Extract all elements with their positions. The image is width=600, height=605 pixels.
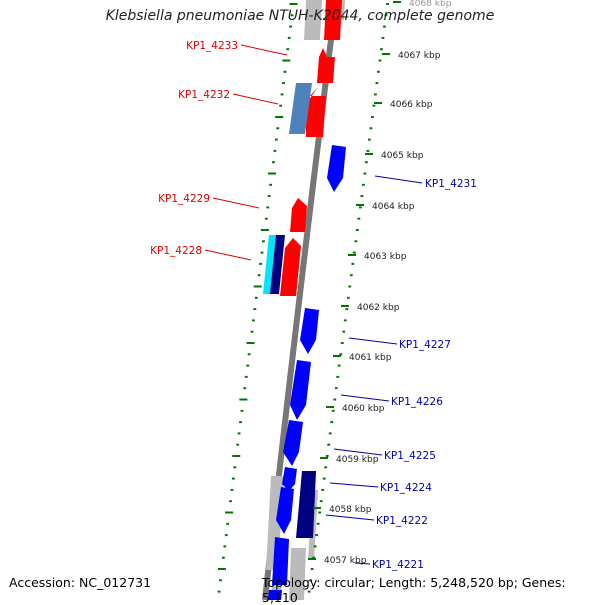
kbp-tick-labels: 4068 kbp 4067 kbp 4066 kbp 4065 kbp 4064 kbp… xyxy=(308,0,452,566)
other-genes xyxy=(263,83,316,538)
gene-label-leader xyxy=(204,249,252,261)
gene-label-kp1-4233[interactable]: KP1_4233 xyxy=(186,40,238,52)
kbp-tick-label: 4067 kbp xyxy=(398,51,441,61)
kbp-tick-label: 4066 kbp xyxy=(390,100,433,110)
gray-gene-block xyxy=(289,548,306,600)
kbp-tick-label: 4058 kbp xyxy=(329,505,372,515)
gene-label-leader xyxy=(325,514,375,521)
gray-gene-block xyxy=(304,0,322,40)
topology-text: Topology: circular; Length: 5,248,520 bp… xyxy=(262,575,566,605)
tick-rings xyxy=(217,3,389,593)
gene-label-leader xyxy=(354,562,371,565)
gene-label-leader xyxy=(212,197,260,209)
gene-label-leader xyxy=(232,93,279,105)
gene-label-kp1-4221[interactable]: KP1_4221 xyxy=(372,559,424,571)
genome-title: Klebsiella pneumoniae NTUH-K2044, comple… xyxy=(105,8,495,24)
forward-strand-genes xyxy=(280,0,342,296)
kbp-tick-label: 4063 kbp xyxy=(364,252,407,262)
gene-arrow-kp1-4228[interactable] xyxy=(280,238,301,296)
navy-gene-block[interactable] xyxy=(296,471,316,538)
kbp-tick-label: 4059 kbp xyxy=(336,455,379,465)
gene-label-kp1-4226[interactable]: KP1_4226 xyxy=(391,396,443,408)
gene-arrow-kp1-4232[interactable] xyxy=(306,87,326,137)
accession-text: Accession: NC_012731 xyxy=(9,575,152,590)
kbp-tick-label: 4061 kbp xyxy=(349,353,392,363)
gene-label-kp1-4228[interactable]: KP1_4228 xyxy=(150,245,202,257)
gene-arrow-kp1-4227[interactable] xyxy=(300,308,319,354)
kbp-tick-label: 4065 kbp xyxy=(381,151,424,161)
gene-label-leader xyxy=(348,337,398,345)
gene-arrow-kp1-4224[interactable] xyxy=(282,467,297,491)
gene-labels: KP1_4233 KP1_4232 KP1_4229 KP1_4228 KP1_4231… xyxy=(150,40,477,571)
gene-arrow-forward[interactable] xyxy=(324,0,342,40)
navy-gene-block[interactable] xyxy=(270,235,285,294)
cyan-gene-block[interactable] xyxy=(263,235,278,294)
gene-arrow-kp1-4221[interactable] xyxy=(272,537,289,585)
gene-label-leader xyxy=(340,394,390,402)
gene-label-kp1-4232[interactable]: KP1_4232 xyxy=(178,89,230,101)
kbp-tick-label: 4057 kbp xyxy=(324,556,367,566)
gene-label-kp1-4222[interactable]: KP1_4222 xyxy=(376,515,428,527)
gene-label-kp1-4227[interactable]: KP1_4227 xyxy=(399,339,451,351)
kbp-tick-label: 4064 kbp xyxy=(372,202,415,212)
gene-label-kp1-4231[interactable]: KP1_4231 xyxy=(425,178,477,190)
gene-label-kp1-4224[interactable]: KP1_4224 xyxy=(380,482,432,494)
gene-label-leader xyxy=(374,175,423,184)
gene-arrow-kp1-4222[interactable] xyxy=(276,487,294,534)
gene-arrow-kp1-4225[interactable] xyxy=(283,420,303,466)
gene-arrow-kp1-4233[interactable] xyxy=(317,48,335,83)
gene-arrow-reverse[interactable] xyxy=(268,590,282,600)
gene-arrow-kp1-4229[interactable] xyxy=(290,198,307,232)
gene-arrow-kp1-4231[interactable] xyxy=(327,145,346,192)
gene-label-leader xyxy=(333,448,383,456)
kbp-tick-label: 4062 kbp xyxy=(357,303,400,313)
kbp-tick-label: 4060 kbp xyxy=(342,404,385,414)
steel-gene-block[interactable] xyxy=(289,83,312,134)
gene-label-kp1-4225[interactable]: KP1_4225 xyxy=(384,450,436,462)
reverse-strand-genes xyxy=(268,145,346,600)
gene-label-leader xyxy=(240,44,288,56)
gene-label-leader xyxy=(329,482,379,488)
gene-arrow-kp1-4226[interactable] xyxy=(290,360,311,420)
gene-label-kp1-4229[interactable]: KP1_4229 xyxy=(158,193,210,205)
kbp-tick-label: 4068 kbp xyxy=(409,0,452,9)
